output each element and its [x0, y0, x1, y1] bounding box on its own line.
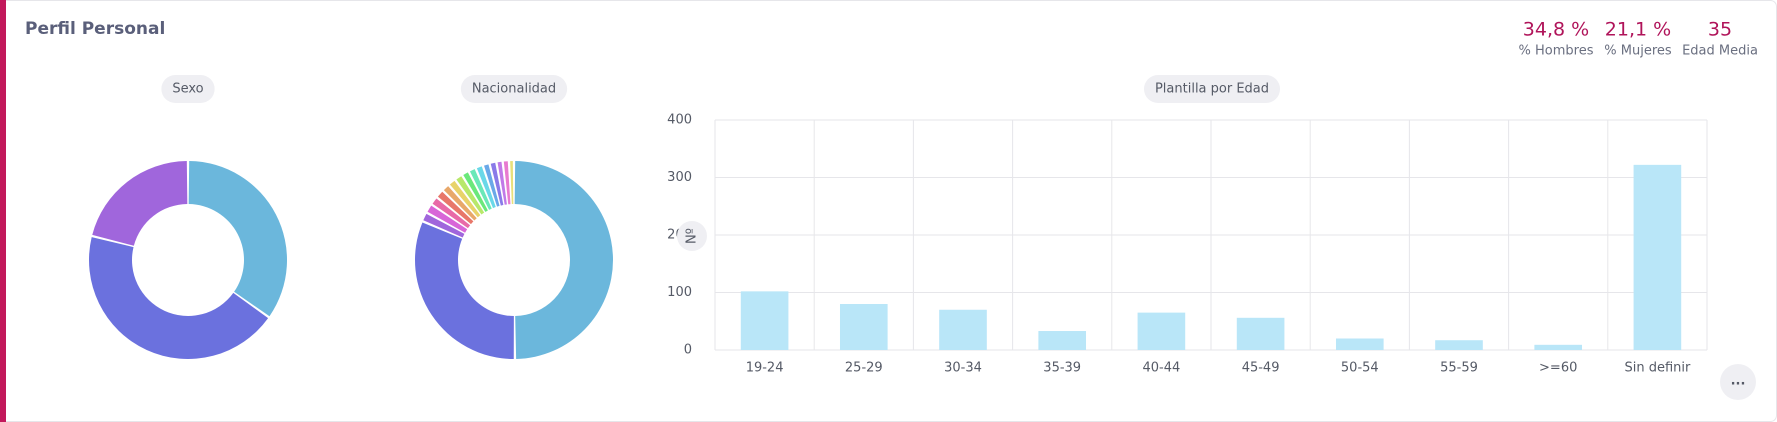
bar	[1137, 312, 1186, 350]
pie-slice	[469, 169, 492, 210]
pie-slice	[463, 172, 488, 212]
bar	[1038, 331, 1087, 350]
title-pill	[161, 75, 215, 103]
title-pill	[460, 75, 568, 103]
y-tick-label: 400	[667, 113, 692, 128]
x-tick-label: 50-54	[1341, 361, 1379, 376]
more-button[interactable]	[1720, 364, 1756, 400]
pie-slice	[432, 198, 471, 229]
bar	[839, 304, 888, 350]
pie-slice	[443, 186, 477, 221]
x-tick-label: 25-29	[845, 361, 883, 376]
panel-title: Perfil Personal	[25, 19, 165, 39]
stat-label: % Mujeres	[1604, 44, 1672, 59]
pie-slice	[476, 166, 496, 209]
y-axis-label: Nº	[685, 228, 700, 244]
pie-slice	[490, 162, 504, 206]
accent-bar	[0, 0, 6, 422]
pie-slice	[484, 164, 500, 207]
pie-slice	[89, 237, 269, 359]
bar	[1236, 317, 1285, 350]
stat-label: % Hombres	[1519, 44, 1594, 59]
pie-slice	[514, 161, 613, 359]
y-tick-label: 0	[684, 343, 692, 358]
x-tick-label: 40-44	[1143, 361, 1181, 376]
x-tick-label: 19-24	[746, 361, 784, 376]
pie-slice	[456, 176, 485, 215]
pie-slice	[423, 213, 465, 238]
chart-title: Nacionalidad	[472, 82, 556, 97]
stat-label: Edad Media	[1682, 44, 1758, 59]
bar	[740, 291, 789, 350]
y-tick-label: 100	[667, 285, 692, 300]
more-button-label[interactable]: ...	[1731, 374, 1746, 389]
pie-slice	[427, 205, 468, 233]
x-tick-label: 45-49	[1242, 361, 1280, 376]
pie-slice	[449, 180, 481, 218]
bar	[1534, 344, 1583, 350]
x-tick-label: 35-39	[1043, 361, 1081, 376]
chart-title: Plantilla por Edad	[1155, 82, 1269, 97]
chart-title: Sexo	[172, 82, 203, 97]
bar	[939, 309, 987, 350]
bar	[1435, 340, 1483, 350]
x-tick-label: 55-59	[1440, 361, 1478, 376]
pie-slice	[510, 161, 514, 205]
pie-slice	[415, 222, 514, 359]
pie-slice	[92, 161, 188, 246]
bar	[1335, 338, 1384, 350]
x-tick-label: Sin definir	[1624, 361, 1691, 376]
pie-slice	[437, 191, 474, 225]
x-tick-label: >=60	[1539, 361, 1577, 376]
bar	[1633, 164, 1682, 350]
stat-value: 35	[1708, 19, 1732, 41]
y-tick-label: 300	[667, 170, 692, 185]
x-tick-label: 30-34	[944, 361, 982, 376]
title-pill	[1143, 75, 1281, 103]
stat-value: 21,1 %	[1605, 19, 1671, 41]
stat-value: 34,8 %	[1523, 19, 1589, 41]
y-label-bg	[677, 221, 707, 251]
pie-slice	[503, 161, 511, 205]
pie-slice	[497, 161, 507, 205]
pie-slice	[188, 161, 287, 317]
